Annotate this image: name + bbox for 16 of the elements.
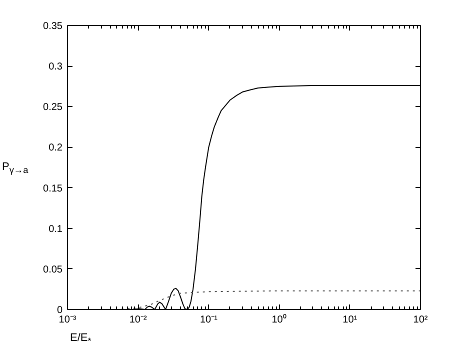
x-tick-label: 10⁻¹ <box>200 314 218 326</box>
x-tick-label: 10⁰ <box>272 314 287 326</box>
x-tick-label: 10¹ <box>342 314 358 326</box>
y-tick-label: 0.25 <box>43 102 63 114</box>
x-tick-label: 10² <box>413 314 428 326</box>
y-tick-label: 0.15 <box>43 183 63 194</box>
y-axis-title: P$_{γ→a}$ <box>1 160 28 178</box>
y-tick-label: 0.05 <box>43 264 63 276</box>
y-tick-label: 0.1 <box>48 224 63 235</box>
y-tick-label: 0.2 <box>48 142 63 154</box>
y-tick-label: 0.35 <box>43 21 63 32</box>
y-tick-label: 0.3 <box>48 62 63 73</box>
x-axis-title: E/E$_{*}$ <box>69 331 92 348</box>
x-tick-label: 10⁻³ <box>58 314 77 326</box>
x-tick-label: 10⁻² <box>129 314 148 326</box>
y-tick-label: 0 <box>56 305 63 316</box>
